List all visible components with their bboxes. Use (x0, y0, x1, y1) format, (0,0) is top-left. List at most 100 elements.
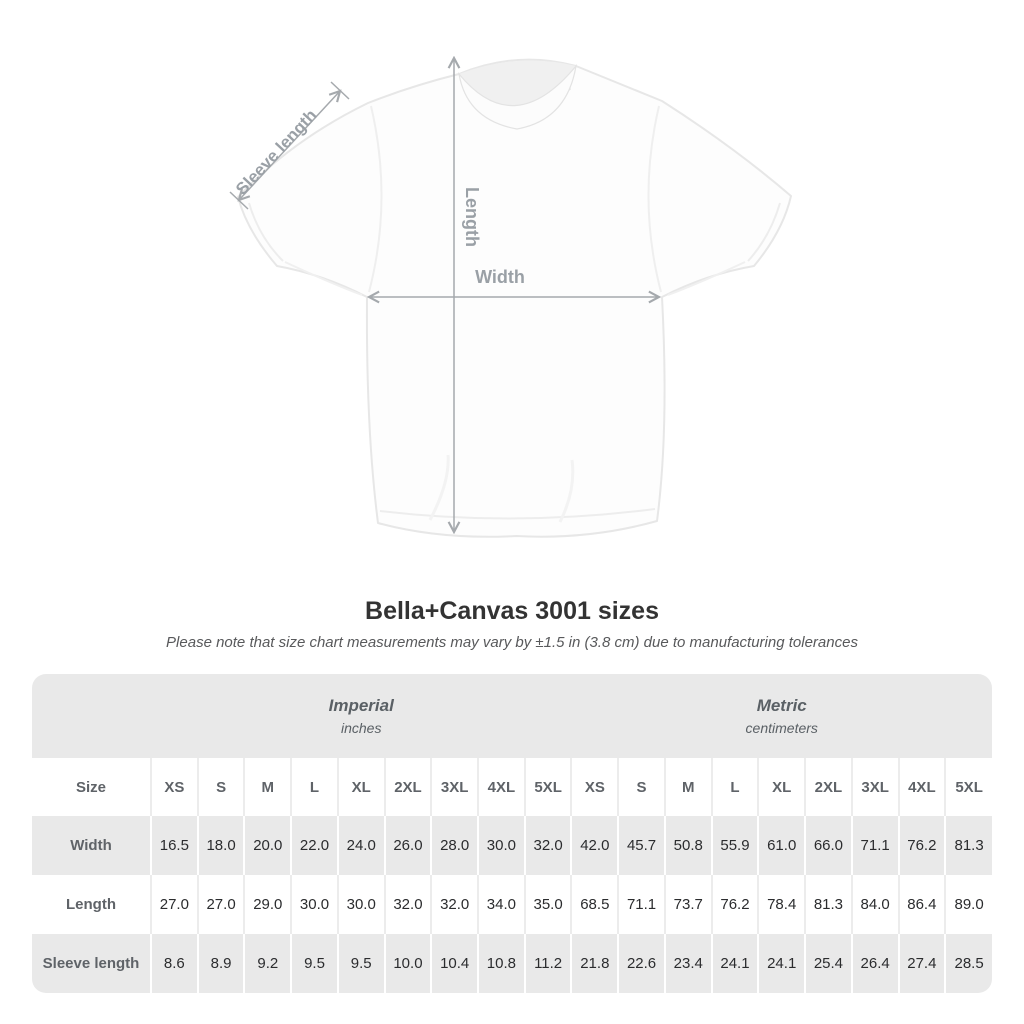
value-cell: 73.7 (663, 875, 712, 934)
value-cell: 42.0 (570, 816, 619, 875)
table-row-sleeve-length: Sleeve length 8.6 8.9 9.2 9.5 9.5 10.0 1… (32, 934, 992, 993)
size-column-header: 2XL (383, 758, 432, 816)
size-column-header: XS (570, 758, 619, 816)
value-cell: 27.0 (150, 875, 198, 934)
group-title: Metric (756, 696, 807, 715)
sleeve-arrow-end-tick (330, 81, 350, 100)
value-cell: 21.8 (570, 934, 619, 993)
tshirt-illustration (237, 58, 792, 538)
value-cell: 10.0 (383, 934, 432, 993)
value-cell: 24.0 (336, 816, 385, 875)
value-cell: 23.4 (663, 934, 712, 993)
size-column-header: 3XL (430, 758, 479, 816)
value-cell: 20.0 (243, 816, 292, 875)
size-column-header: L (290, 758, 338, 816)
value-cell: 32.0 (383, 875, 432, 934)
size-column-header: XL (757, 758, 806, 816)
value-cell: 27.0 (196, 875, 245, 934)
size-column-header: 2XL (804, 758, 852, 816)
value-cell: 55.9 (710, 816, 759, 875)
size-column-header: M (663, 758, 712, 816)
value-cell: 29.0 (243, 875, 292, 934)
value-cell: 27.4 (897, 934, 946, 993)
value-cell: 24.1 (757, 934, 806, 993)
value-cell: 26.0 (383, 816, 432, 875)
row-label: Width (32, 816, 151, 875)
size-column-header: M (243, 758, 292, 816)
value-cell: 10.8 (477, 934, 525, 993)
value-cell: 18.0 (196, 816, 245, 875)
value-cell: 28.0 (430, 816, 479, 875)
length-label: Length (462, 187, 482, 247)
value-cell: 24.1 (710, 934, 759, 993)
size-column-header: XL (336, 758, 385, 816)
value-cell: 22.6 (617, 934, 665, 993)
value-cell: 11.2 (523, 934, 572, 993)
tshirt-measurement-diagram: Width Length Sleeve length (229, 0, 792, 538)
size-column-header: S (196, 758, 245, 816)
group-header-metric: Metric centimeters (571, 674, 992, 758)
size-table: Imperial inches Metric centimeters Size … (32, 674, 992, 993)
group-header-imperial: Imperial inches (151, 674, 572, 758)
value-cell: 8.6 (150, 934, 198, 993)
value-cell: 22.0 (290, 816, 338, 875)
value-cell: 34.0 (477, 875, 525, 934)
value-cell: 45.7 (617, 816, 665, 875)
size-chart-card: Imperial inches Metric centimeters Size … (32, 674, 992, 993)
value-cell: 30.0 (290, 875, 338, 934)
value-cell: 35.0 (523, 875, 572, 934)
value-cell: 30.0 (336, 875, 385, 934)
value-cell: 71.1 (617, 875, 665, 934)
collar-band (458, 63, 577, 130)
value-cell: 30.0 (477, 816, 525, 875)
value-cell: 25.4 (804, 934, 852, 993)
value-cell: 16.5 (150, 816, 198, 875)
size-column-header: L (710, 758, 759, 816)
table-corner-cell (32, 674, 151, 758)
row-label: Length (32, 875, 151, 934)
value-cell: 9.5 (290, 934, 338, 993)
size-column-header: S (617, 758, 665, 816)
group-title: Imperial (328, 696, 394, 715)
value-cell: 86.4 (897, 875, 946, 934)
size-column-header: 5XL (944, 758, 992, 816)
size-column-header: XS (150, 758, 198, 816)
unit-group-row: Imperial inches Metric centimeters (32, 674, 992, 758)
value-cell: 76.2 (897, 816, 946, 875)
value-cell: 32.0 (430, 875, 479, 934)
value-cell: 61.0 (757, 816, 806, 875)
value-cell: 10.4 (430, 934, 479, 993)
sleeve-arrow-end-tick (229, 191, 249, 210)
group-unit: inches (341, 720, 382, 736)
value-cell: 32.0 (523, 816, 572, 875)
value-cell: 76.2 (710, 875, 759, 934)
size-header-row: Size XS S M L XL 2XL 3XL 4XL 5XL XS S M … (32, 758, 992, 816)
row-label: Sleeve length (32, 934, 151, 993)
value-cell: 9.2 (243, 934, 292, 993)
size-column-header: 3XL (850, 758, 899, 816)
size-column-header: 4XL (477, 758, 525, 816)
value-cell: 26.4 (850, 934, 899, 993)
width-label: Width (475, 267, 525, 287)
value-cell: 68.5 (570, 875, 619, 934)
value-cell: 28.5 (944, 934, 992, 993)
value-cell: 71.1 (850, 816, 899, 875)
column-header-size: Size (32, 758, 151, 816)
table-row-width: Width 16.5 18.0 20.0 22.0 24.0 26.0 28.0… (32, 816, 992, 875)
table-row-length: Length 27.0 27.0 29.0 30.0 30.0 32.0 32.… (32, 875, 992, 934)
group-unit: centimeters (745, 720, 818, 736)
value-cell: 81.3 (804, 875, 852, 934)
size-column-header: 4XL (897, 758, 946, 816)
size-note: Please note that size chart measurements… (166, 634, 858, 651)
page-title: Bella+Canvas 3001 sizes (365, 597, 659, 625)
value-cell: 89.0 (944, 875, 992, 934)
value-cell: 9.5 (336, 934, 385, 993)
value-cell: 8.9 (196, 934, 245, 993)
size-column-header: 5XL (523, 758, 572, 816)
value-cell: 84.0 (850, 875, 899, 934)
value-cell: 66.0 (804, 816, 852, 875)
value-cell: 78.4 (757, 875, 806, 934)
value-cell: 81.3 (944, 816, 992, 875)
value-cell: 50.8 (663, 816, 712, 875)
sleeve-length-arrow (239, 91, 340, 200)
